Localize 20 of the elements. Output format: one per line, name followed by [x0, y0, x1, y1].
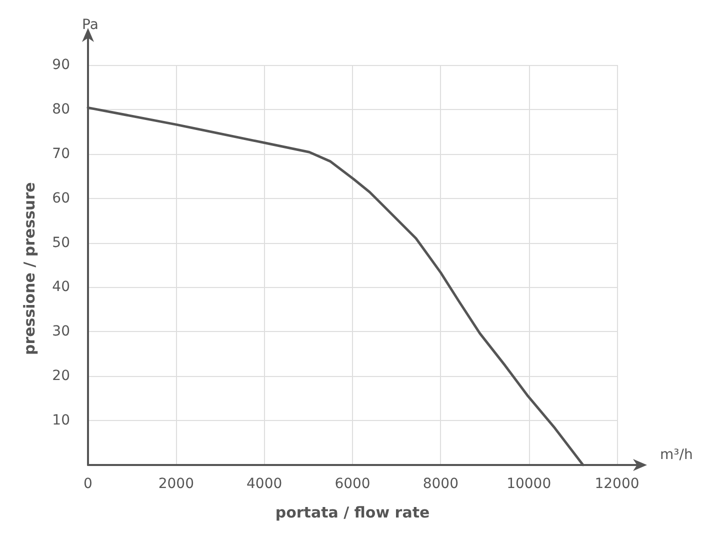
y-tick-label: 70	[52, 146, 70, 162]
x-tick-label: 2000	[158, 476, 194, 492]
text: Pa	[82, 17, 98, 33]
x-tick-label: 4000	[246, 476, 282, 492]
x-tick-label: 6000	[334, 476, 370, 492]
x-tick-label: 12000	[594, 476, 640, 492]
y-tick-label: 10	[52, 412, 70, 429]
x-tick-label: 0	[84, 476, 92, 492]
y-tick-label: 90	[52, 57, 70, 73]
y-axis-title: pressione / pressure	[20, 182, 38, 355]
y-tick-label: 50	[52, 234, 70, 251]
x-axis-title: portata / flow rate	[275, 504, 430, 522]
y-tick-label: 60	[52, 190, 70, 206]
x-tick-label: 8000	[422, 476, 458, 492]
text: m³/h	[660, 447, 693, 463]
y-tick-label: 20	[52, 368, 70, 384]
y-tick-label: 30	[52, 324, 70, 340]
x-tick-label: 10000	[506, 476, 552, 492]
y-tick-label: 80	[52, 101, 70, 118]
y-tick-label: 40	[52, 279, 70, 296]
